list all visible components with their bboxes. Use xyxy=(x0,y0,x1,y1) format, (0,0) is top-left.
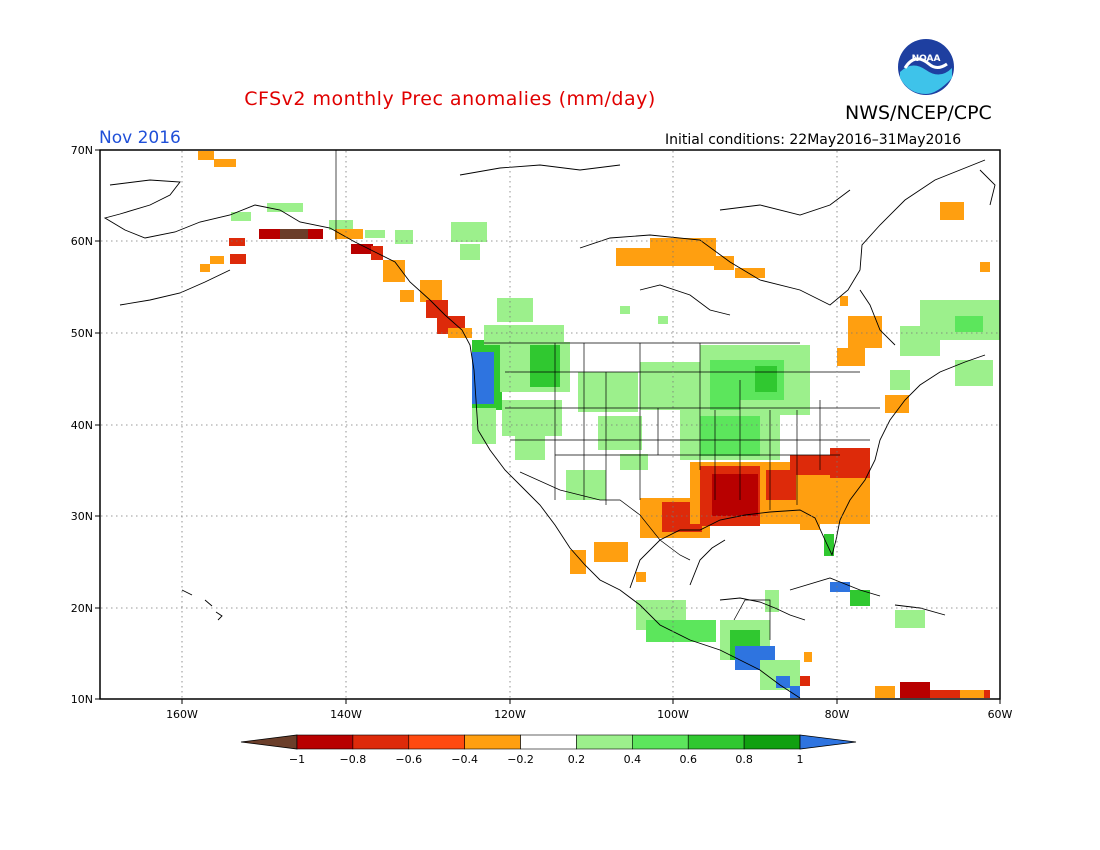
coastlines xyxy=(103,159,996,699)
colorbar-label: 0.2 xyxy=(568,753,586,766)
longitude-labels: 160W 140W 120W 100W 80W 60W xyxy=(166,708,1012,721)
latitude-labels: 70N 60N 50N 40N 30N 20N 10N xyxy=(71,144,93,706)
lon-label: 60W xyxy=(988,708,1013,721)
anomaly-shading xyxy=(198,151,1000,698)
logo-text: NOAA xyxy=(912,54,941,64)
colorbar-label: −0.4 xyxy=(451,753,478,766)
lat-label: 60N xyxy=(71,235,93,248)
lon-label: 160W xyxy=(166,708,198,721)
colorbar-label: −0.2 xyxy=(507,753,534,766)
colorbar-label: 0.8 xyxy=(735,753,753,766)
lon-label: 100W xyxy=(657,708,689,721)
colorbar-swatch xyxy=(464,734,521,750)
colorbar-swatch xyxy=(743,734,801,750)
political-borders xyxy=(335,150,880,640)
colorbar-swatch xyxy=(632,734,689,750)
colorbar-swatch xyxy=(408,734,465,750)
chart-title: CFSv2 monthly Prec anomalies (mm/day) xyxy=(244,88,656,110)
colorbar: −1 −0.8 −0.6 −0.4 −0.2 0.2 0.4 0.6 0.8 1 xyxy=(240,734,857,766)
colorbar-swatch xyxy=(687,734,745,750)
colorbar-label: 1 xyxy=(797,753,804,766)
colorbar-swatch xyxy=(296,734,354,750)
lat-label: 50N xyxy=(71,327,93,340)
colorbar-label: 0.4 xyxy=(624,753,642,766)
initial-conditions: Initial conditions: 22May2016–31May2016 xyxy=(665,132,962,148)
lon-label: 140W xyxy=(330,708,362,721)
lat-label: 40N xyxy=(71,419,93,432)
colorbar-swatch xyxy=(520,734,577,750)
tick-marks xyxy=(95,149,1001,704)
lat-label: 30N xyxy=(71,510,93,523)
forecast-month: Nov 2016 xyxy=(99,128,181,148)
agency-label: NWS/NCEP/CPC xyxy=(845,102,992,124)
lat-label: 10N xyxy=(71,693,93,706)
colorbar-label: 0.6 xyxy=(679,753,697,766)
colorbar-left-arrow xyxy=(240,734,298,750)
lat-label: 20N xyxy=(71,602,93,615)
grid-lines xyxy=(101,151,999,698)
colorbar-label: −0.8 xyxy=(340,753,367,766)
colorbar-swatch xyxy=(352,734,410,750)
colorbar-label: −1 xyxy=(289,753,305,766)
lon-label: 80W xyxy=(825,708,850,721)
colorbar-label: −0.6 xyxy=(395,753,422,766)
lat-label: 70N xyxy=(71,144,93,157)
colorbar-right-arrow xyxy=(799,734,857,750)
lon-label: 120W xyxy=(494,708,526,721)
colorbar-swatch xyxy=(576,734,633,750)
noaa-logo: NOAA xyxy=(898,39,954,95)
